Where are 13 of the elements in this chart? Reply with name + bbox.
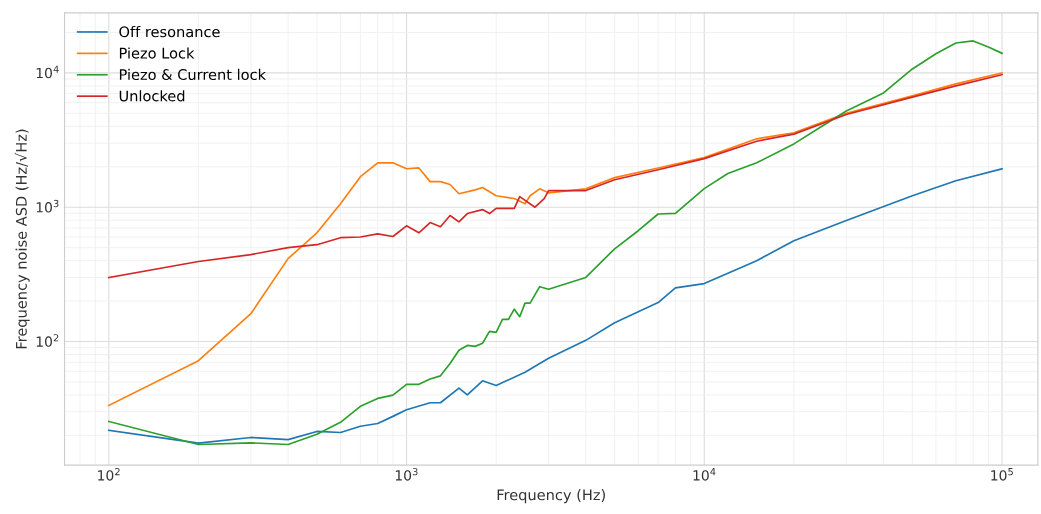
y-tick-label: 10$^{3}$ bbox=[36, 199, 59, 213]
y-axis-title: Frequency noise ASD (Hz/√Hz) bbox=[14, 129, 30, 349]
legend-label: Piezo & Current lock bbox=[119, 68, 267, 81]
x-tick-label: 10$^{2}$ bbox=[98, 467, 120, 481]
legend-label: Piezo Lock bbox=[119, 47, 195, 59]
x-tick-label: 10$^{5}$ bbox=[991, 468, 1013, 481]
legend-label: Off resonance bbox=[119, 25, 220, 38]
y-tick-label: 10$^{2}$ bbox=[36, 334, 59, 347]
x-axis-title: Frequency (Hz) bbox=[497, 489, 605, 504]
x-tick-label: 10$^{3}$ bbox=[395, 467, 418, 481]
x-tick-label: 10$^{4}$ bbox=[693, 468, 716, 481]
legend-label: Unlocked bbox=[119, 90, 185, 102]
y-tick-label: 10$^{4}$ bbox=[36, 65, 59, 79]
